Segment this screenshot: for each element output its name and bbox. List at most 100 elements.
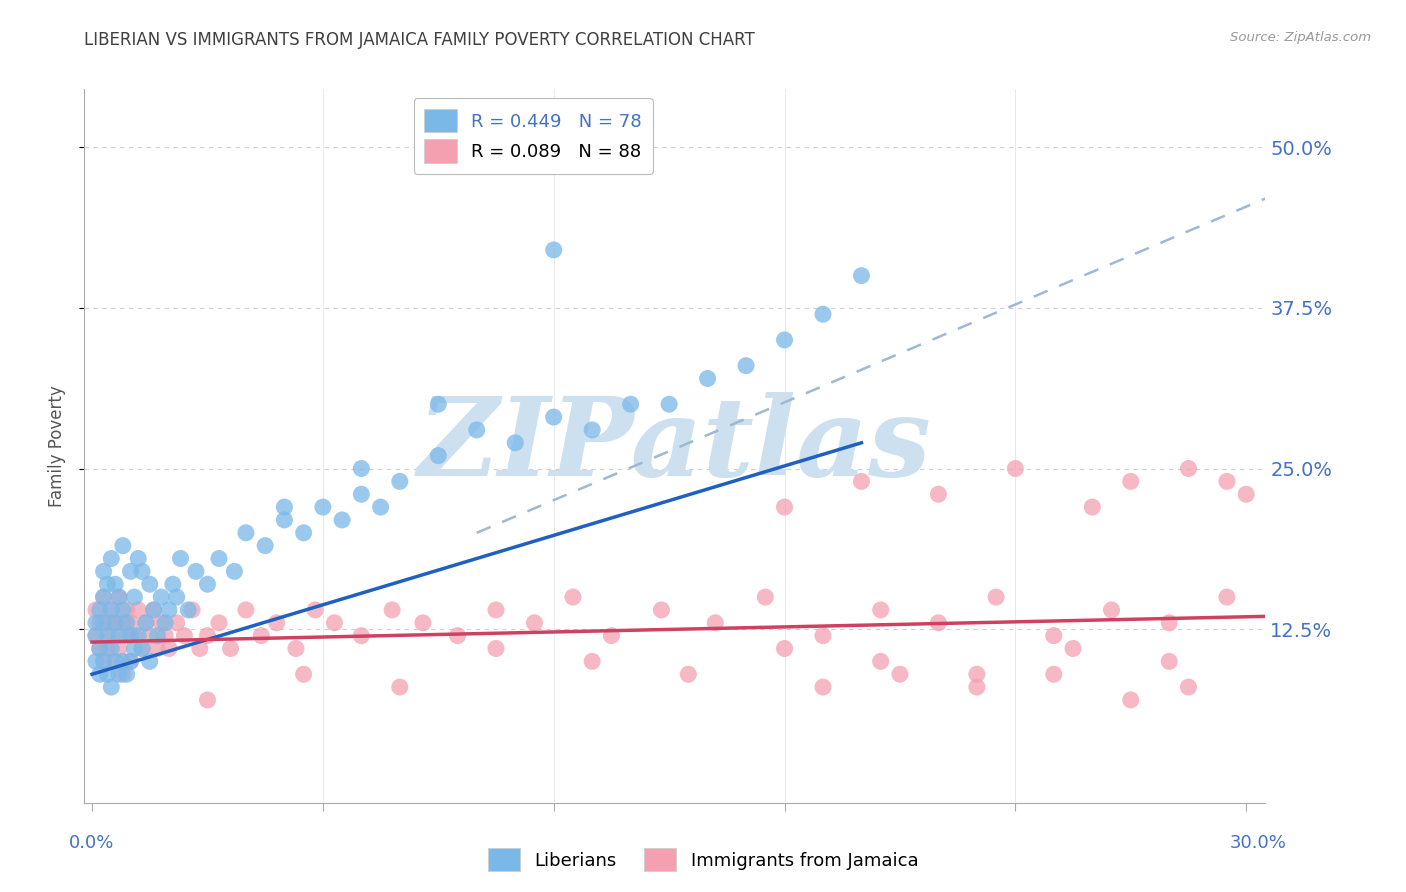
Point	[1043, 667, 1066, 681]
Point	[142, 603, 165, 617]
Point	[108, 590, 131, 604]
Point	[135, 615, 157, 630]
Point	[127, 551, 149, 566]
Point	[581, 654, 603, 668]
Point	[984, 590, 1007, 604]
Point	[166, 615, 188, 630]
Point	[115, 615, 138, 630]
Point	[889, 667, 911, 681]
Point	[100, 603, 122, 617]
Point	[142, 603, 165, 617]
Point	[139, 654, 162, 668]
Point	[96, 667, 118, 681]
Point	[1159, 654, 1181, 668]
Point	[1119, 475, 1142, 489]
Point	[150, 615, 173, 630]
Point	[84, 654, 107, 668]
Point	[139, 577, 162, 591]
Point	[735, 359, 758, 373]
Point	[100, 641, 122, 656]
Point	[111, 615, 134, 630]
Point	[120, 629, 142, 643]
Point	[89, 667, 111, 681]
Point	[235, 603, 257, 617]
Point	[93, 565, 115, 579]
Point	[181, 603, 204, 617]
Point	[1216, 590, 1239, 604]
Point	[115, 603, 138, 617]
Point	[100, 603, 122, 617]
Point	[543, 410, 565, 425]
Point	[84, 629, 107, 643]
Point	[197, 577, 219, 591]
Point	[157, 641, 180, 656]
Point	[208, 551, 231, 566]
Point	[561, 590, 583, 604]
Point	[104, 577, 127, 591]
Point	[330, 513, 353, 527]
Point	[93, 590, 115, 604]
Point	[292, 525, 315, 540]
Text: ZIPatlas: ZIPatlas	[418, 392, 932, 500]
Point	[1216, 475, 1239, 489]
Point	[139, 629, 162, 643]
Point	[704, 615, 727, 630]
Point	[773, 333, 796, 347]
Point	[124, 629, 146, 643]
Point	[446, 629, 468, 643]
Point	[100, 551, 122, 566]
Point	[93, 654, 115, 668]
Point	[1177, 680, 1199, 694]
Text: 0.0%: 0.0%	[69, 834, 114, 852]
Point	[658, 397, 681, 411]
Point	[1062, 641, 1084, 656]
Text: LIBERIAN VS IMMIGRANTS FROM JAMAICA FAMILY POVERTY CORRELATION CHART: LIBERIAN VS IMMIGRANTS FROM JAMAICA FAMI…	[84, 31, 755, 49]
Point	[581, 423, 603, 437]
Point	[1004, 461, 1026, 475]
Point	[89, 615, 111, 630]
Point	[104, 615, 127, 630]
Point	[146, 629, 169, 643]
Point	[235, 525, 257, 540]
Point	[131, 641, 153, 656]
Point	[169, 551, 191, 566]
Point	[111, 603, 134, 617]
Point	[93, 590, 115, 604]
Point	[89, 641, 111, 656]
Point	[523, 615, 546, 630]
Point	[696, 371, 718, 385]
Point	[197, 629, 219, 643]
Point	[754, 590, 776, 604]
Point	[177, 603, 200, 617]
Point	[93, 654, 115, 668]
Point	[184, 565, 207, 579]
Point	[127, 603, 149, 617]
Point	[104, 654, 127, 668]
Legend: Liberians, Immigrants from Jamaica: Liberians, Immigrants from Jamaica	[481, 841, 925, 879]
Point	[388, 475, 411, 489]
Point	[966, 667, 988, 681]
Point	[108, 641, 131, 656]
Point	[250, 629, 273, 643]
Point	[266, 615, 288, 630]
Point	[966, 680, 988, 694]
Point	[115, 667, 138, 681]
Point	[111, 667, 134, 681]
Point	[157, 603, 180, 617]
Point	[84, 615, 107, 630]
Point	[851, 475, 873, 489]
Point	[100, 629, 122, 643]
Point	[427, 449, 450, 463]
Point	[208, 615, 231, 630]
Point	[485, 603, 508, 617]
Point	[869, 603, 891, 617]
Point	[146, 641, 169, 656]
Point	[89, 603, 111, 617]
Point	[543, 243, 565, 257]
Point	[1177, 461, 1199, 475]
Point	[219, 641, 242, 656]
Point	[1159, 615, 1181, 630]
Point	[104, 654, 127, 668]
Point	[135, 615, 157, 630]
Point	[1234, 487, 1257, 501]
